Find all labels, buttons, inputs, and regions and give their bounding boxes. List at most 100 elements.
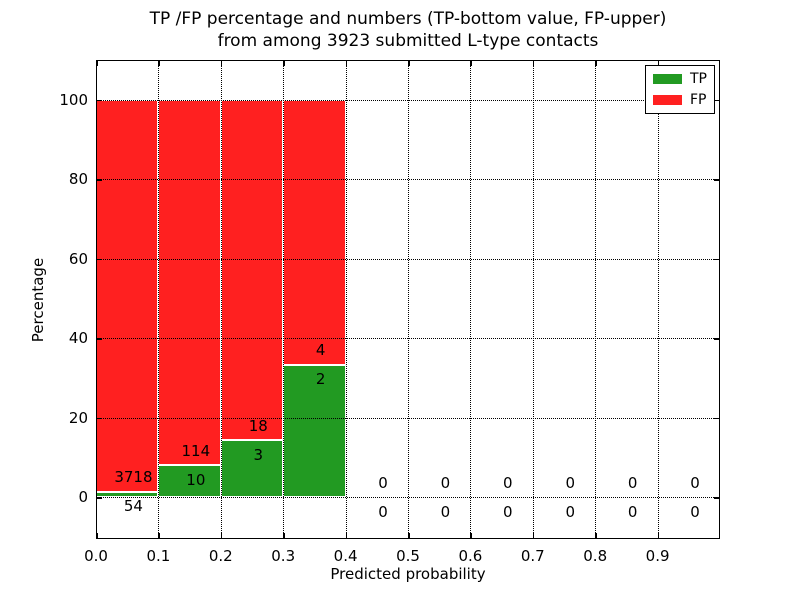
fp-count-annotation: 0 [627,473,638,492]
x-tick-label: 0.0 [84,547,108,565]
x-tick-mark-top [283,60,285,66]
y-tick-label: 0 [78,488,88,507]
x-tick-mark-top [595,60,597,66]
x-tick-mark [657,533,660,539]
tp-legend-label: TP [690,71,707,87]
tp-count-annotation: 2 [315,370,326,389]
bar-segment-fp [96,99,159,492]
fp-count-annotation: 0 [440,473,451,492]
y-tick-mark [96,497,102,499]
x-tick-mark [408,533,410,539]
chart-title-line2: from among 3923 submitted L-type contact… [217,31,599,51]
x-tick-mark-top [470,60,472,66]
y-tick-label: 80 [68,170,88,189]
x-tick-label: 0.7 [520,547,545,565]
tp-count-annotation: 0 [565,502,576,521]
y-tick-mark [96,258,102,261]
y-tick-label: 60 [68,249,88,268]
tp-count-annotation: 54 [123,496,143,515]
gridline-horizontal [96,179,720,181]
y-tick-mark-right [714,338,720,340]
gridline-vertical [283,60,285,539]
bar-segment-fp [283,99,346,365]
chart-title: TP /FP percentage and numbers (TP-bottom… [96,8,720,52]
y-tick-mark-right [714,99,720,102]
fp-count-annotation: 18 [248,417,268,436]
bar-segment-fp [158,99,221,466]
x-tick-mark [595,533,597,539]
x-tick-mark-top [345,60,348,66]
x-tick-label: 0.2 [208,547,233,565]
gridline-vertical [595,60,597,539]
tp-count-annotation: 3 [253,445,264,464]
x-tick-mark-top [96,60,98,66]
y-tick-mark-right [714,497,720,499]
x-axis-label: Predicted probability [330,565,486,583]
y-tick-mark-right [714,417,720,420]
gridline-horizontal [96,99,720,101]
fp-count-annotation: 0 [503,473,513,492]
tp-count-annotation: 0 [690,502,700,521]
legend-entry-fp: FP [653,93,714,107]
x-tick-label: 0.8 [583,547,608,565]
tp-legend-swatch [653,74,682,84]
x-tick-mark [283,533,285,539]
gridline-vertical [657,60,659,539]
tp-count-annotation: 0 [440,502,451,521]
x-tick-label: 0.4 [333,547,358,565]
gridline-vertical [532,60,534,539]
y-tick-label: 20 [68,408,88,427]
y-tick-mark [96,99,102,102]
gridline-horizontal [96,258,720,260]
gridline-horizontal [96,497,720,499]
x-tick-label: 0.1 [146,547,171,565]
y-tick-mark [96,338,102,340]
tp-count-annotation: 0 [503,502,513,521]
y-tick-mark [96,179,102,181]
bar-segment-tp [283,364,346,498]
x-tick-mark [470,533,472,539]
gridline-vertical [158,60,160,539]
gridline-horizontal [96,417,720,419]
gridline-vertical [470,60,472,539]
y-tick-label: 40 [68,329,88,348]
fp-legend-label: FP [690,92,707,108]
tp-count-annotation: 0 [627,502,638,521]
y-tick-mark [96,417,102,420]
fp-count-annotation: 114 [181,441,211,460]
y-tick-mark-right [714,179,720,181]
fp-count-annotation: 0 [378,473,388,492]
legend-entry-tp: TP [653,72,714,86]
y-tick-mark-right [714,258,720,261]
x-tick-mark-top [408,60,410,66]
x-tick-mark-top [158,60,160,66]
gridline-horizontal [96,338,720,340]
fp-legend-swatch [653,95,682,105]
y-axis-label: Percentage [29,257,47,343]
x-tick-mark-top [657,60,660,66]
fp-count-annotation: 0 [565,473,576,492]
y-tick-label: 100 [59,90,88,109]
fp-count-annotation: 3718 [114,468,153,487]
x-tick-mark-top [532,60,535,66]
x-tick-mark [158,533,160,539]
legend: TP FP [645,65,715,114]
tp-count-annotation: 0 [378,502,388,521]
gridline-vertical [408,60,409,539]
x-tick-label: 0.6 [458,547,483,565]
x-tick-mark-top [220,60,223,66]
x-tick-label: 0.9 [645,547,670,565]
bar-segment-tp [220,440,284,498]
x-tick-mark [220,533,223,539]
x-tick-label: 0.5 [396,547,420,565]
x-tick-mark [345,533,348,539]
fp-count-annotation: 4 [315,341,326,360]
x-tick-label: 0.3 [271,547,296,565]
chart-title-line1: TP /FP percentage and numbers (TP-bottom… [149,9,667,29]
gridline-vertical [345,60,347,539]
x-tick-mark [532,533,535,539]
tp-count-annotation: 10 [186,470,206,489]
gridline-vertical [220,60,222,539]
